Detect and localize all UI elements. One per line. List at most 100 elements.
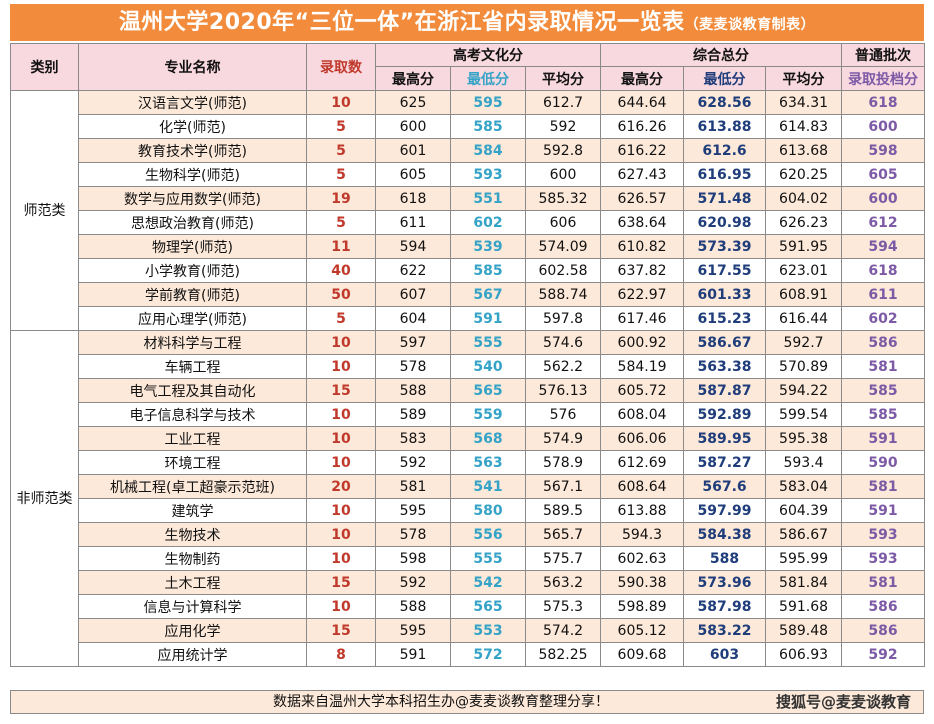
gaokao-avg-cell: 589.5 (524, 498, 602, 523)
batch-line-cell: 591 (841, 426, 926, 451)
footer-note: 数据来自温州大学本科招生办@麦麦谈教育整理分享！ (273, 694, 609, 710)
gaokao-max-cell: 581 (375, 474, 451, 499)
composite-avg-cell: 594.22 (765, 378, 843, 403)
table-row: 电气工程及其自动化 15 588 565 576.13 605.72 587.87 594.2… (11, 378, 926, 403)
table-row: 生物制药 10 598 555 575.7 602.63 588 595.99 593 (11, 546, 926, 571)
gaokao-min-cell: 572 (450, 642, 526, 667)
batch-line-cell: 598 (841, 138, 926, 163)
header-composite-avg: 平均分 (765, 66, 843, 91)
composite-min-cell: 628.56 (683, 90, 767, 115)
composite-max-cell: 644.64 (600, 90, 685, 115)
composite-min-cell: 589.95 (683, 426, 767, 451)
header-gaokao-group: 高考文化分 (374, 43, 602, 67)
batch-line-cell: 593 (841, 546, 926, 571)
composite-avg-cell: 623.01 (765, 258, 843, 283)
table-row: 建筑学 10 595 580 589.5 613.88 597.99 604.39 591 (11, 498, 926, 523)
major-cell: 机械工程(卓工超豪示范班) (78, 474, 307, 499)
major-cell: 建筑学 (78, 498, 307, 523)
gaokao-max-cell: 595 (375, 498, 451, 523)
batch-line-cell: 586 (841, 618, 926, 643)
gaokao-min-cell: 567 (450, 282, 526, 307)
composite-min-cell: 587.98 (683, 594, 767, 619)
admitted-cell: 10 (306, 426, 376, 451)
major-cell: 土木工程 (78, 570, 307, 595)
composite-min-cell: 567.6 (683, 474, 767, 499)
table-row: 小学教育(师范) 40 622 585 602.58 637.82 617.55 623.01… (11, 258, 926, 283)
gaokao-min-cell: 539 (450, 234, 526, 259)
batch-line-cell: 618 (841, 90, 926, 115)
admitted-cell: 10 (306, 498, 376, 523)
composite-min-cell: 620.98 (683, 210, 767, 235)
table-row: 物理学(师范) 11 594 539 574.09 610.82 573.39 591.95 5… (11, 234, 926, 259)
composite-min-cell: 615.23 (683, 306, 767, 331)
admitted-cell: 15 (306, 378, 376, 403)
major-cell: 物理学(师范) (78, 234, 307, 259)
composite-max-cell: 605.12 (600, 618, 685, 643)
category-non-normal: 非师范类 (10, 330, 79, 667)
gaokao-max-cell: 594 (375, 234, 451, 259)
gaokao-max-cell: 598 (375, 546, 451, 571)
gaokao-min-cell: 565 (450, 378, 526, 403)
gaokao-avg-cell: 576.13 (524, 378, 602, 403)
batch-line-cell: 618 (841, 258, 926, 283)
gaokao-max-cell: 588 (375, 378, 451, 403)
gaokao-min-cell: 540 (450, 354, 526, 379)
admitted-cell: 10 (306, 330, 376, 355)
composite-max-cell: 627.43 (600, 162, 685, 187)
gaokao-avg-cell: 612.7 (524, 90, 602, 115)
major-cell: 教育技术学(师范) (78, 138, 307, 163)
gaokao-min-cell: 556 (450, 522, 526, 547)
gaokao-avg-cell: 574.09 (524, 234, 602, 259)
composite-avg-cell: 616.44 (765, 306, 843, 331)
admitted-cell: 10 (306, 90, 376, 115)
composite-max-cell: 590.38 (600, 570, 685, 595)
major-cell: 环境工程 (78, 450, 307, 475)
batch-line-cell: 594 (841, 234, 926, 259)
gaokao-max-cell: 607 (375, 282, 451, 307)
table-row: 车辆工程 10 578 540 562.2 584.19 563.38 570.89 581 (11, 354, 926, 379)
header-batch-line: 录取投档分 (841, 66, 926, 91)
table-row: 师范类 汉语言文学(师范) 10 625 595 612.7 644.64 628.56 634… (10, 90, 926, 331)
title-main: 温州大学2020年“三位一体”在浙江省内录取情况一览表 (118, 10, 685, 35)
composite-min-cell: 571.48 (683, 186, 767, 211)
composite-avg-cell: 620.25 (765, 162, 843, 187)
composite-avg-cell: 591.68 (765, 594, 843, 619)
gaokao-max-cell: 618 (375, 186, 451, 211)
composite-avg-cell: 586.67 (765, 522, 843, 547)
gaokao-min-cell: 542 (450, 570, 526, 595)
page-title: 温州大学2020年“三位一体”在浙江省内录取情况一览表（麦麦谈教育制表） (10, 4, 924, 41)
batch-line-cell: 590 (841, 450, 926, 475)
table-row: 思想政治教育(师范) 5 611 602 606 638.64 620.98 626.23 61… (11, 210, 926, 235)
gaokao-avg-cell: 597.8 (524, 306, 602, 331)
gaokao-avg-cell: 575.3 (524, 594, 602, 619)
admitted-cell: 10 (306, 402, 376, 427)
table-row: 非师范类 材料科学与工程 10 597 555 574.6 600.92 586.67 592.… (10, 330, 926, 667)
composite-min-cell: 583.22 (683, 618, 767, 643)
gaokao-min-cell: 563 (450, 450, 526, 475)
major-cell: 信息与计算科学 (78, 594, 307, 619)
major-cell: 材料科学与工程 (78, 330, 307, 355)
table-row: 应用心理学(师范) 5 604 591 597.8 617.46 615.23 616.44 6… (11, 306, 926, 331)
table-row: 机械工程(卓工超豪示范班) 20 581 541 567.1 608.64 567.6 583… (11, 474, 926, 499)
gaokao-max-cell: 578 (375, 522, 451, 547)
gaokao-avg-cell: 575.7 (524, 546, 602, 571)
composite-max-cell: 638.64 (600, 210, 685, 235)
batch-line-cell: 592 (841, 642, 926, 667)
gaokao-avg-cell: 588.74 (524, 282, 602, 307)
composite-avg-cell: 626.23 (765, 210, 843, 235)
major-cell: 汉语言文学(师范) (78, 90, 307, 115)
composite-min-cell: 563.38 (683, 354, 767, 379)
gaokao-avg-cell: 576 (524, 402, 602, 427)
gaokao-min-cell: 568 (450, 426, 526, 451)
gaokao-min-cell: 585 (450, 114, 526, 139)
composite-max-cell: 626.57 (600, 186, 685, 211)
composite-min-cell: 588 (683, 546, 767, 571)
batch-line-cell: 605 (841, 162, 926, 187)
table-row: 生物技术 10 578 556 565.7 594.3 584.38 586.67 593 (11, 522, 926, 547)
header-gaokao-avg: 平均分 (524, 66, 602, 91)
batch-line-cell: 602 (841, 306, 926, 331)
composite-avg-cell: 606.93 (765, 642, 843, 667)
header-composite-max: 最高分 (600, 66, 685, 91)
table-row: 工业工程 10 583 568 574.9 606.06 589.95 595.38 591 (11, 426, 926, 451)
gaokao-max-cell: 591 (375, 642, 451, 667)
